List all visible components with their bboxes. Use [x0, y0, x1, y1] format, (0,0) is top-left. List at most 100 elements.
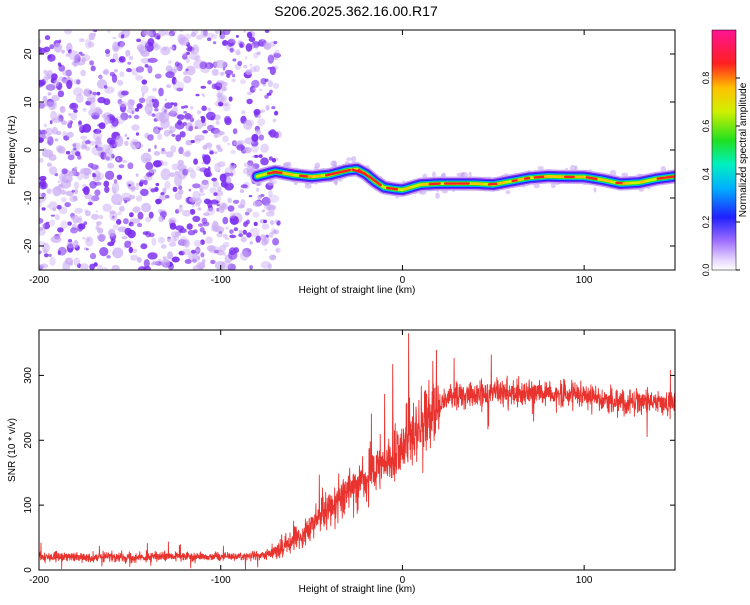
noise-blob	[47, 54, 55, 62]
noise-blob	[269, 156, 273, 160]
noise-blob	[171, 102, 174, 105]
noise-blob	[275, 219, 278, 223]
noise-blob	[243, 230, 247, 235]
noise-blob	[148, 111, 153, 116]
noise-blob	[216, 120, 220, 125]
noise-blob	[84, 209, 88, 213]
noise-blob	[114, 69, 118, 72]
noise-blob	[165, 98, 168, 101]
noise-blob	[262, 39, 264, 41]
noise-blob	[204, 199, 211, 205]
noise-blob	[170, 145, 176, 153]
noise-blob	[183, 52, 187, 57]
noise-blob	[58, 250, 61, 255]
noise-blob	[120, 41, 124, 48]
noise-blob	[227, 143, 230, 146]
noise-blob	[91, 164, 100, 171]
noise-blob	[153, 160, 162, 167]
noise-blob	[170, 46, 175, 49]
noise-blob	[262, 224, 269, 230]
noise-blob	[219, 206, 224, 214]
noise-blob	[85, 236, 93, 246]
noise-blob	[44, 253, 49, 257]
noise-blob	[190, 106, 193, 109]
noise-blob	[161, 148, 164, 151]
noise-blob	[127, 137, 130, 139]
noise-blob	[148, 148, 151, 152]
noise-blob	[74, 167, 78, 170]
noise-blob	[136, 66, 144, 72]
track-halo-blob	[462, 172, 465, 177]
noise-blob	[263, 220, 267, 223]
noise-blob	[123, 218, 129, 224]
noise-blob	[246, 208, 252, 213]
noise-blob	[131, 141, 139, 151]
noise-blob	[141, 203, 151, 212]
noise-blob	[97, 97, 106, 103]
noise-blob	[127, 108, 136, 114]
track-core-segment	[489, 184, 498, 185]
noise-blob	[225, 117, 232, 125]
noise-blob	[99, 215, 103, 220]
noise-blob	[83, 186, 90, 195]
noise-blob	[191, 253, 200, 263]
noise-blob	[97, 228, 103, 234]
noise-blob	[206, 112, 216, 121]
noise-blob	[217, 204, 220, 207]
noise-blob	[125, 228, 132, 236]
noise-blob	[142, 79, 148, 84]
noise-blob	[264, 43, 272, 50]
noise-blob	[172, 164, 180, 171]
noise-blob	[43, 249, 47, 253]
noise-blob	[193, 158, 198, 164]
noise-blob	[230, 212, 236, 218]
noise-blob	[227, 198, 232, 204]
noise-blob	[266, 105, 270, 111]
noise-blob	[268, 131, 273, 136]
noise-blob	[93, 92, 97, 95]
noise-blob	[157, 133, 162, 140]
noise-blob	[174, 219, 177, 221]
noise-blob	[182, 249, 191, 255]
noise-blob	[125, 50, 130, 57]
noise-blob	[93, 132, 103, 141]
track-halo-blob	[267, 181, 274, 186]
noise-blob	[158, 216, 163, 222]
noise-blob	[156, 183, 160, 186]
noise-blob	[58, 180, 61, 183]
noise-blob	[214, 129, 222, 137]
noise-blob	[249, 195, 253, 197]
noise-blob	[134, 115, 140, 119]
noise-blob	[41, 79, 46, 86]
noise-blob	[241, 110, 245, 114]
noise-blob	[106, 255, 110, 258]
noise-blob	[124, 241, 131, 248]
noise-blob	[240, 79, 246, 84]
noise-blob	[152, 99, 155, 103]
noise-blob	[51, 215, 55, 217]
noise-blob	[105, 49, 110, 54]
noise-blob	[47, 205, 50, 208]
noise-blob	[104, 116, 110, 124]
noise-blob	[212, 69, 219, 76]
noise-blob	[90, 253, 96, 259]
noise-blob	[140, 51, 149, 57]
noise-blob	[127, 162, 133, 169]
noise-blob	[268, 55, 274, 64]
noise-blob	[55, 214, 60, 220]
noise-blob	[60, 221, 68, 229]
noise-blob	[95, 145, 98, 148]
noise-blob	[246, 99, 252, 105]
noise-blob	[161, 259, 170, 267]
snr-y-label: SNR (10 * v/v)	[7, 418, 18, 482]
noise-blob	[120, 71, 125, 77]
noise-blob	[60, 190, 66, 195]
noise-blob	[80, 263, 89, 270]
noise-blob	[183, 76, 191, 83]
noise-blob	[225, 238, 229, 240]
noise-blob	[140, 243, 147, 249]
figure-title: S206.2025.362.16.00.R17	[274, 3, 438, 19]
noise-blob	[96, 221, 102, 225]
track-halo-blob	[469, 172, 472, 177]
noise-blob	[165, 71, 174, 78]
